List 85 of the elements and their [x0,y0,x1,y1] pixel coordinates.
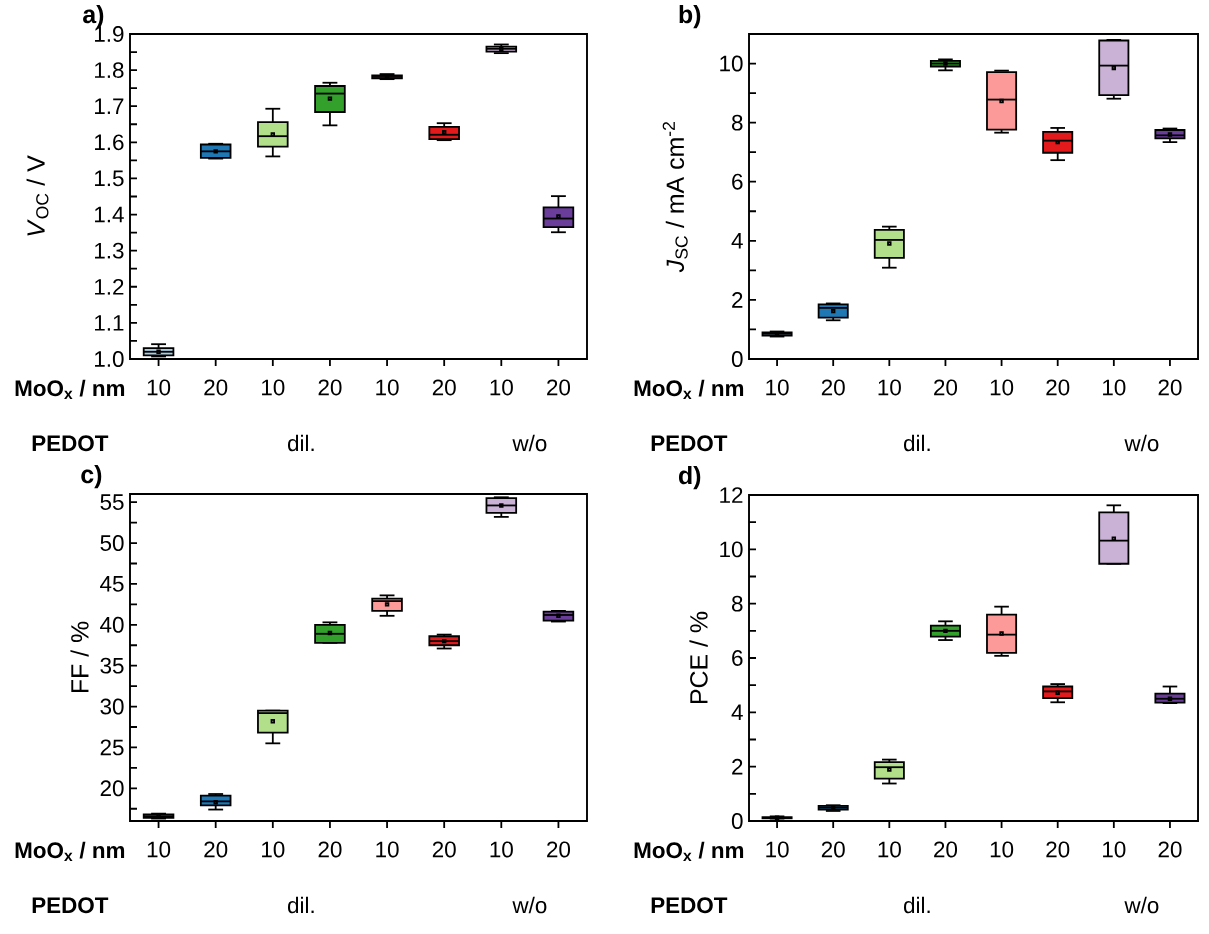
text: w/o [512,896,547,914]
x-tick-label: 10 [766,841,789,858]
y-tick-label: 1.1 [95,315,124,331]
y-tick-label: 6 [732,173,743,190]
y-tick-label: 35 [100,657,124,674]
y-tick-label: 8 [731,595,743,612]
chart-title: d) [679,465,701,490]
y-axis-title: V$_{OC}$ / V [26,155,49,236]
x-axis-title: MoO$_{x}$ / nm [634,841,744,862]
text: w/o [1124,434,1159,452]
y-tick-label: 55 [100,494,124,510]
text: dil. [287,896,314,914]
y-tick-label: 1.7 [95,98,124,114]
text: dil. [904,434,930,452]
y-axis-title: J$_{SC}$ / mA cm$^{-2}$ [662,122,688,273]
y-tick-label: 1.5 [95,170,124,187]
x-tick-label: 20 [204,841,228,858]
x-tick-label: 20 [821,841,845,858]
x-axis-title: MoO$_{x}$ / nm [634,379,744,400]
y-tick-label: 1.2 [95,278,124,295]
x-tick-label: 10 [262,841,285,858]
y-tick-label: 0 [731,813,743,829]
chart-title: c) [81,464,102,489]
chart-title: b) [679,4,701,29]
x-axis-title: MoO$_{x}$ / nm [15,379,125,400]
x-tick-label: 10 [147,841,171,858]
y-tick-label: 2 [732,292,743,308]
y-tick-label: 12 [720,487,743,503]
x-tick-label: 20 [1046,379,1070,396]
y-tick-label: 1.0 [95,351,124,367]
x-tick-label: 20 [204,379,228,396]
x-tick-label: 20 [1046,841,1070,858]
y-tick-label: 8 [731,114,743,131]
x-tick-label: 10 [376,379,399,396]
text: PEDOT [651,435,728,452]
text: PEDOT [651,897,728,914]
x-tick-label: 10 [490,841,513,858]
x-tick-label: 10 [147,379,171,396]
x-tick-label: 10 [878,841,901,858]
y-tick-label: 45 [100,576,124,592]
text: PEDOT [32,897,109,914]
x-axis-title: MoO$_{x}$ / nm [15,841,125,862]
x-tick-label: 20 [821,379,845,396]
x-tick-label: 10 [376,841,399,858]
x-tick-label: 20 [1158,841,1182,858]
x-tick-label: 20 [318,379,342,396]
y-tick-label: 1.4 [95,206,124,223]
x-tick-label: 20 [318,841,342,858]
y-tick-label: 10 [720,541,743,558]
x-tick-label: 10 [1103,841,1126,858]
text: dil. [904,896,930,914]
y-tick-label: 40 [100,616,124,633]
y-tick-label: 4 [731,233,743,249]
y-tick-label: 1.3 [95,242,124,259]
text: PEDOT [32,435,109,452]
y-tick-label: 25 [100,739,124,756]
y-tick-label: 10 [720,55,743,72]
x-tick-label: 10 [262,379,285,396]
y-tick-label: 50 [100,535,124,551]
y-tick-label: 1.6 [95,134,124,151]
y-axis-title: PCE / % [689,611,708,704]
x-tick-label: 20 [934,841,958,858]
x-tick-label: 20 [547,841,571,858]
x-tick-label: 20 [1158,379,1182,396]
x-tick-label: 10 [990,379,1014,396]
y-tick-label: 1.8 [95,62,124,79]
text: w/o [512,434,547,452]
x-tick-label: 20 [432,379,456,396]
y-axis-title: FF / % [70,621,89,693]
y-tick-label: 20 [100,780,124,797]
text: w/o [1124,896,1159,914]
y-tick-label: 0 [731,351,743,367]
x-tick-label: 10 [490,379,513,396]
y-tick-label: 4 [731,704,743,721]
y-tick-label: 30 [100,698,124,715]
x-tick-label: 10 [1103,379,1126,396]
x-tick-label: 10 [990,841,1014,858]
x-tick-label: 20 [934,379,958,396]
y-tick-label: 6 [732,650,743,666]
y-tick-label: 2 [732,758,743,775]
x-tick-label: 10 [766,379,789,396]
x-tick-label: 20 [432,841,456,858]
x-tick-label: 20 [547,379,571,396]
text: dil. [287,434,314,452]
x-tick-label: 10 [878,379,901,396]
